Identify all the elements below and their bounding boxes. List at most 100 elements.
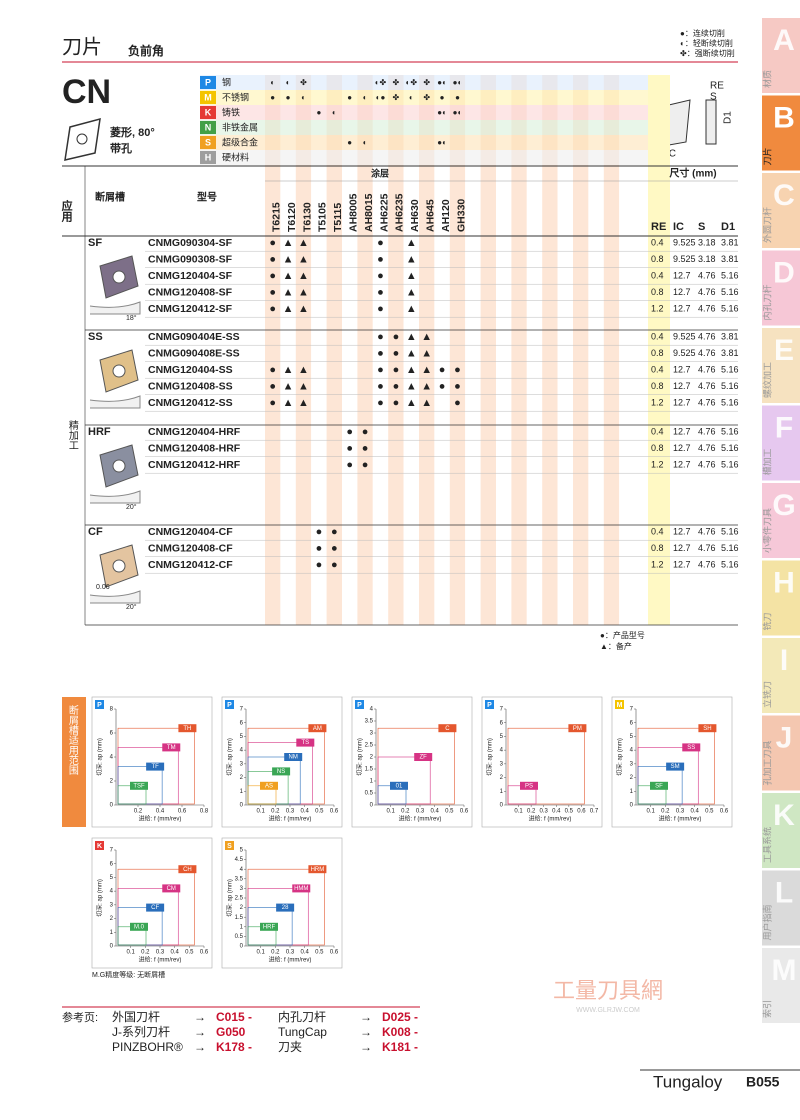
region-label: HRM xyxy=(311,867,325,873)
region-badge xyxy=(698,724,717,733)
material-badge xyxy=(225,700,234,709)
region-label: CH xyxy=(183,867,192,873)
stock-mark: ● xyxy=(269,237,276,249)
region-label: HMM xyxy=(294,886,308,892)
y-tick-label: 4 xyxy=(110,755,114,761)
y-tick-label: 7 xyxy=(110,848,114,854)
material-name: 超级合金 xyxy=(222,136,258,147)
dim-value: 3.18 xyxy=(698,254,716,264)
region-badge xyxy=(682,743,701,752)
y-tick-label: 3 xyxy=(110,902,114,908)
material-badge xyxy=(200,136,216,149)
x-tick-label: 0.2 xyxy=(527,809,536,815)
y-tick-label: 0.5 xyxy=(235,934,244,940)
side-tab xyxy=(762,95,800,171)
tab-name: 外圆刀杆 xyxy=(761,207,772,243)
edge-angle: 20° xyxy=(126,603,137,611)
dim-value: 12.7 xyxy=(673,459,691,469)
x-tick-label: 0.6 xyxy=(720,809,729,815)
ref-name: TungCap xyxy=(278,1025,327,1039)
y-tick-label: 4.5 xyxy=(235,857,244,863)
stock-mark: ● xyxy=(377,253,384,265)
ref-page: C015 - xyxy=(216,1010,252,1024)
region-badge xyxy=(272,767,291,776)
dim-value: 5.16 xyxy=(721,303,739,313)
stock-mark: ● xyxy=(377,270,384,282)
dim-value: 12.7 xyxy=(673,543,691,553)
chart-material: P xyxy=(227,702,232,709)
column-band xyxy=(419,75,435,625)
stock-mark: ● xyxy=(454,397,461,409)
y-tick-label: 7 xyxy=(240,707,244,713)
insert-photo-hole xyxy=(112,270,126,284)
y-tick-label: 4 xyxy=(110,889,114,895)
region-badge xyxy=(162,743,181,752)
y-tick-label: 6 xyxy=(110,861,114,867)
region-label: PS xyxy=(525,783,533,789)
y-tick-label: 5 xyxy=(240,734,244,740)
region-label: AM xyxy=(313,726,322,732)
x-tick-label: 0.5 xyxy=(315,950,324,956)
stock-mark: ▲ xyxy=(298,270,309,282)
tab-letter: E xyxy=(774,334,794,367)
x-tick-label: 0.5 xyxy=(445,809,454,815)
x-tick-label: 0.6 xyxy=(178,809,187,815)
y-tick-label: 3 xyxy=(630,761,634,767)
col-coating: 涂层 xyxy=(371,167,389,178)
chart-material: M xyxy=(617,702,623,709)
y-tick-label: 3 xyxy=(240,886,244,892)
tab-letter: B xyxy=(773,101,795,134)
region-badge xyxy=(296,738,315,747)
dim-value: 0.8 xyxy=(651,287,664,297)
dim-value: 0.8 xyxy=(651,543,664,553)
region-label: TS xyxy=(301,740,309,746)
grade-label: AH8005 xyxy=(347,193,359,232)
column-band xyxy=(480,75,496,625)
x-label: 进给: f (mm/rev) xyxy=(399,815,442,823)
side-tab xyxy=(762,715,800,791)
side-tab xyxy=(762,328,800,403)
x-tick-label: 0.6 xyxy=(460,809,469,815)
region-badge xyxy=(284,753,303,761)
y-tick-label: 1 xyxy=(370,779,374,785)
dim-value: 12.7 xyxy=(673,426,691,436)
y-label: 切深: ap (mm) xyxy=(486,738,494,776)
column-band xyxy=(265,75,281,625)
x-tick-label: 0.6 xyxy=(577,809,586,815)
x-tick-label: 0.4 xyxy=(430,809,439,815)
y-tick-label: 8 xyxy=(110,707,114,713)
x-tick-label: 0.3 xyxy=(676,809,685,815)
stock-mark: ▲ xyxy=(421,364,432,376)
region-badge xyxy=(666,762,685,771)
dim-value: 4.76 xyxy=(698,526,716,536)
ref-arrow: → xyxy=(194,1010,206,1024)
y-tick-label: 5 xyxy=(500,734,504,740)
stock-mark: ● xyxy=(269,270,276,282)
stock-mark: ● xyxy=(362,442,369,454)
stock-mark: ● xyxy=(377,331,384,343)
stock-mark: ● xyxy=(377,303,384,315)
y-label: 切深: ap (mm) xyxy=(96,879,104,917)
material-mark: ◐● xyxy=(376,93,386,102)
ref-arrow: → xyxy=(360,1040,372,1054)
dim-head: D1 xyxy=(721,221,735,233)
stock-mark: ▲ xyxy=(298,364,309,376)
y-label: 切深: ap (mm) xyxy=(616,738,624,776)
region-badge xyxy=(414,753,433,761)
material-badge xyxy=(355,700,364,709)
dim-head: S xyxy=(698,221,705,233)
material-mark: ◐ xyxy=(286,78,291,87)
dim-s: S xyxy=(710,92,717,103)
x-tick-label: 0.1 xyxy=(646,809,655,815)
tab-name: 螺纹加工 xyxy=(761,362,772,398)
y-tick-label: 3 xyxy=(240,761,244,767)
model: CNMG090404E-SS xyxy=(148,331,240,343)
material-mark: ●◐ xyxy=(453,78,463,87)
dim-value: 12.7 xyxy=(673,287,691,297)
stock-mark: ▲ xyxy=(283,397,294,409)
region-badge xyxy=(308,865,327,874)
dim-value: 4.76 xyxy=(698,287,716,297)
column-band xyxy=(465,75,481,625)
stock-mark: ▲ xyxy=(283,364,294,376)
region-label: CM xyxy=(167,886,176,892)
